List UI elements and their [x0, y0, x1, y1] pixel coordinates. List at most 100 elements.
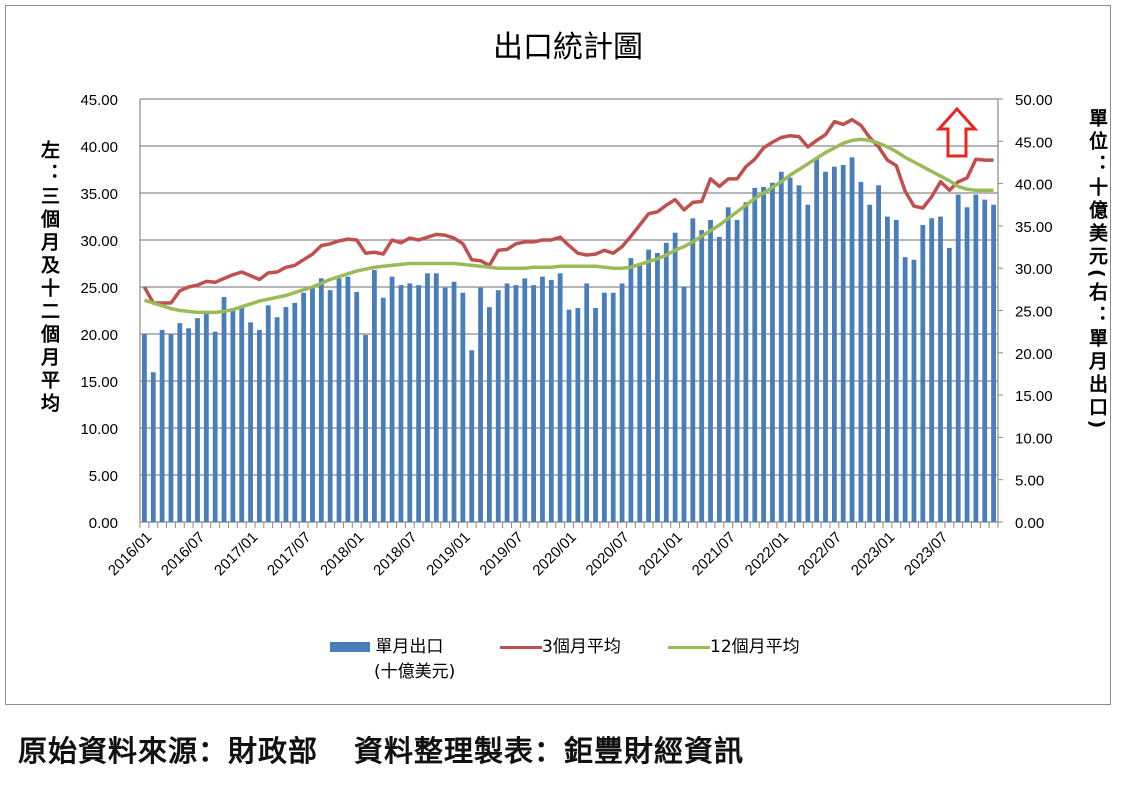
- bar: [991, 204, 996, 522]
- bar: [655, 252, 660, 523]
- source-caption: 原始資料來源：財政部 資料整理製表：鉅豐財經資訊: [18, 728, 744, 770]
- bar: [938, 216, 943, 522]
- x-tick-label: 2016/01: [105, 529, 155, 579]
- bar: [619, 283, 625, 522]
- bar: [469, 350, 475, 522]
- bar: [593, 307, 598, 522]
- bar: [920, 225, 926, 522]
- bar: [327, 290, 333, 522]
- bar: [708, 219, 713, 522]
- bar: [672, 232, 678, 522]
- bar: [248, 322, 253, 522]
- bar: [265, 305, 271, 522]
- right-tick-label: 40.00: [1015, 177, 1053, 194]
- bar: [257, 329, 262, 522]
- bar: [929, 218, 935, 522]
- bar: [840, 164, 846, 522]
- bar: [239, 305, 245, 522]
- bar: [716, 236, 722, 522]
- bar: [433, 273, 439, 522]
- bar: [858, 181, 864, 522]
- x-tick-label: 2017/01: [211, 529, 261, 579]
- bar: [575, 307, 581, 522]
- bar: [425, 273, 430, 522]
- bar: [540, 276, 545, 522]
- bar: [486, 307, 492, 522]
- bar: [159, 329, 165, 522]
- bar: [946, 247, 952, 522]
- left-tick-label: 35.00: [80, 186, 118, 203]
- bar: [186, 328, 192, 522]
- bar: [610, 292, 616, 522]
- bar: [637, 263, 643, 522]
- x-tick-label: 2018/07: [370, 529, 420, 579]
- right-tick-label: 10.00: [1015, 430, 1053, 447]
- right-tick-label: 25.00: [1015, 304, 1053, 321]
- bar: [911, 259, 917, 522]
- bar: [761, 186, 766, 522]
- left-tick-label: 0.00: [89, 515, 118, 532]
- line-3-month-average: [142, 117, 994, 305]
- legend-swatch-red-line: [500, 645, 542, 649]
- bar: [876, 185, 881, 523]
- legend-swatch-green-line: [668, 645, 710, 649]
- bar: [628, 258, 634, 522]
- left-tick-label: 45.00: [80, 92, 118, 109]
- bar: [955, 194, 961, 522]
- bar: [318, 278, 324, 522]
- bar: [203, 313, 209, 522]
- legend-item-12m-avg: 12個月平均: [668, 632, 800, 657]
- right-tick-label: 50.00: [1015, 92, 1053, 109]
- chart-title: 出口統計圖: [493, 30, 643, 65]
- bar: [168, 334, 174, 522]
- x-tick-label: 2022/07: [795, 529, 845, 579]
- bar: [770, 182, 775, 522]
- bar: [531, 285, 537, 522]
- bar: [292, 302, 298, 522]
- bar: [557, 273, 563, 522]
- bar: [221, 296, 227, 522]
- up-arrow-icon: [935, 106, 979, 158]
- bar: [663, 242, 669, 522]
- bar: [566, 309, 572, 522]
- legend-item-monthly-exports: 單月出口 (十億美元): [330, 632, 455, 682]
- x-tick-label: 2018/01: [317, 529, 367, 579]
- bar: [301, 292, 307, 522]
- bar: [389, 276, 395, 522]
- x-tick-label: 2021/01: [636, 529, 686, 579]
- bar: [893, 219, 899, 522]
- right-tick-label: 45.00: [1015, 134, 1053, 151]
- bar: [646, 249, 652, 522]
- bar: [849, 157, 855, 522]
- bar: [805, 204, 811, 522]
- right-tick-label: 30.00: [1015, 261, 1053, 278]
- x-tick-label: 2023/01: [848, 529, 898, 579]
- bar: [725, 207, 731, 522]
- bar: [177, 323, 183, 522]
- right-tick-label: 20.00: [1015, 346, 1053, 363]
- chart-frame: [5, 5, 1111, 705]
- bar: [380, 297, 386, 522]
- legend-swatch-bar: [330, 642, 370, 652]
- x-tick-label: 2017/07: [264, 529, 314, 579]
- caption-source: 原始資料來源：財政部: [18, 734, 319, 768]
- bar: [283, 307, 289, 522]
- bar: [743, 202, 749, 522]
- right-axis-title: 單位：十億美元(右：單月出口): [1086, 108, 1108, 433]
- bar: [142, 334, 147, 522]
- bar: [336, 278, 342, 522]
- legend-item-3m-avg: 3個月平均: [500, 632, 621, 657]
- bar: [522, 278, 528, 522]
- bar: [831, 166, 837, 522]
- bar: [478, 287, 483, 522]
- bar: [548, 280, 554, 522]
- bar: [354, 291, 360, 522]
- caption-maker: 資料整理製表：鉅豐財經資訊: [354, 734, 745, 768]
- bar: [885, 216, 890, 522]
- legend-label: 3個月平均: [542, 637, 621, 657]
- bar: [460, 292, 466, 522]
- bar: [601, 292, 607, 522]
- x-tick-label: 2019/01: [423, 529, 473, 579]
- bar: [150, 372, 156, 522]
- bar: [345, 276, 351, 522]
